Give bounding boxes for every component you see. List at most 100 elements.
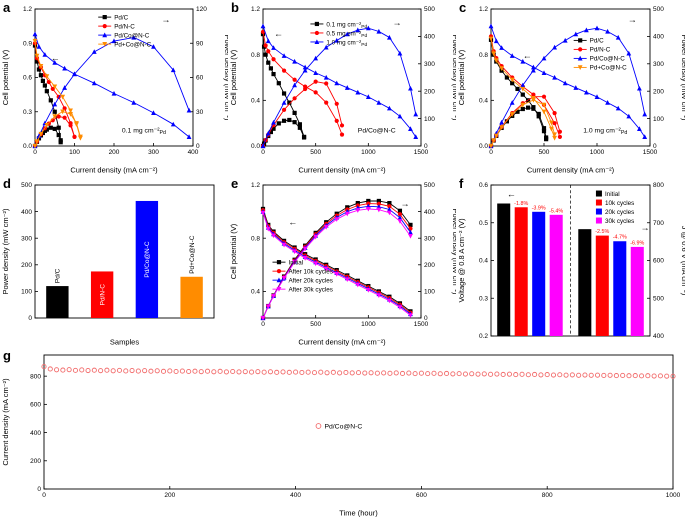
svg-text:200: 200 <box>21 262 32 269</box>
svg-text:0.8: 0.8 <box>251 235 260 242</box>
svg-text:0.0: 0.0 <box>23 143 32 150</box>
svg-text:Time (hour): Time (hour) <box>339 509 378 518</box>
svg-text:400: 400 <box>424 34 435 41</box>
svg-text:Current density (mA cm⁻²): Current density (mA cm⁻²) <box>70 166 158 175</box>
svg-text:Cell potential (V): Cell potential (V) <box>457 49 466 105</box>
svg-text:200: 200 <box>109 149 120 156</box>
svg-text:-5.4%: -5.4% <box>549 208 563 214</box>
svg-text:0.4: 0.4 <box>479 98 488 105</box>
panel-letter-g: g <box>3 348 11 363</box>
svg-text:20k cycles: 20k cycles <box>605 209 634 216</box>
svg-text:60: 60 <box>196 75 204 82</box>
svg-text:Power density (mW cm⁻²): Power density (mW cm⁻²) <box>680 34 685 121</box>
svg-text:500: 500 <box>653 295 664 302</box>
svg-text:-3.9%: -3.9% <box>532 205 546 211</box>
svg-text:0.3: 0.3 <box>479 295 488 302</box>
panel-f: f 0.2 0.3 0.4 0.5 0.6 Voltage @ 0.8 A cm⁻² (V… <box>456 176 685 348</box>
svg-text:400: 400 <box>188 149 199 156</box>
svg-text:600: 600 <box>30 402 41 409</box>
svg-text:1000: 1000 <box>361 321 376 328</box>
svg-text:300: 300 <box>148 149 159 156</box>
svg-text:←: ← <box>274 28 283 38</box>
svg-text:1500: 1500 <box>643 149 658 156</box>
svg-text:→: → <box>628 15 637 25</box>
svg-text:200: 200 <box>164 492 175 499</box>
svg-text:Samples: Samples <box>110 338 139 347</box>
svg-text:Pd/Co@N-C: Pd/Co@N-C <box>324 423 362 430</box>
svg-text:Pd/N-C: Pd/N-C <box>99 284 106 306</box>
svg-text:After 30k cycles: After 30k cycles <box>288 286 332 293</box>
svg-text:←: ← <box>288 217 297 227</box>
svg-text:200: 200 <box>30 458 41 465</box>
svg-text:Pd/C: Pd/C <box>114 14 128 21</box>
svg-text:←: ← <box>51 53 60 63</box>
svg-text:Current density (mA cm⁻²): Current density (mA cm⁻²) <box>298 338 386 347</box>
panel-e: e 0 500 1000 1500 Current density (mA cm⁻²) 0… <box>228 176 460 348</box>
svg-text:←: ← <box>507 189 516 199</box>
chart-b-loading-comparison: 0 500 1000 1500 Current density (mA cm⁻²) 0.0… <box>228 0 460 176</box>
svg-text:0.5: 0.5 <box>479 220 488 227</box>
svg-text:0: 0 <box>28 315 32 322</box>
panel-letter-e: e <box>231 176 239 191</box>
svg-text:1000: 1000 <box>361 149 376 156</box>
svg-text:Cell potential (V): Cell potential (V) <box>229 223 238 279</box>
svg-text:30k cycles: 30k cycles <box>605 218 634 225</box>
svg-text:Voltage @ 0.8 A cm⁻² (V): Voltage @ 0.8 A cm⁻² (V) <box>457 218 466 303</box>
svg-text:Power density (mW cm⁻²): Power density (mW cm⁻²) <box>1 208 10 295</box>
svg-text:0.6: 0.6 <box>23 75 32 82</box>
svg-text:-4.7%: -4.7% <box>613 235 627 241</box>
svg-text:-6.9%: -6.9% <box>630 240 644 246</box>
svg-text:0.0: 0.0 <box>479 143 488 150</box>
svg-text:Current density (mA cm⁻²): Current density (mA cm⁻²) <box>298 166 386 175</box>
svg-text:400: 400 <box>30 430 41 437</box>
svg-text:1000: 1000 <box>590 149 605 156</box>
panel-letter-c: c <box>459 0 467 15</box>
svg-text:100: 100 <box>21 289 32 296</box>
panel-a: a 0 100 200 300 400 Current density (mA cm⁻²)… <box>0 0 232 176</box>
svg-text:Initial: Initial <box>605 191 620 198</box>
svg-text:0.3: 0.3 <box>23 109 32 116</box>
svg-text:1500: 1500 <box>414 321 429 328</box>
svg-text:0.0: 0.0 <box>251 143 260 150</box>
panel-b: b 0 500 1000 1500 Current density (mA cm⁻²) 0… <box>228 0 460 176</box>
svg-text:Pd+Co@N-C: Pd+Co@N-C <box>114 41 151 48</box>
svg-text:After 20k cycles: After 20k cycles <box>288 277 332 284</box>
svg-text:1500: 1500 <box>414 149 429 156</box>
panel-letter-f: f <box>459 176 464 191</box>
svg-text:0.8: 0.8 <box>479 52 488 59</box>
svg-text:1.2: 1.2 <box>251 182 260 189</box>
svg-text:400: 400 <box>653 333 664 340</box>
panel-letter-d: d <box>3 176 11 191</box>
svg-text:500: 500 <box>21 182 32 189</box>
svg-text:0: 0 <box>424 143 428 150</box>
svg-text:120: 120 <box>196 6 207 13</box>
svg-text:300: 300 <box>653 61 664 68</box>
svg-text:0.4: 0.4 <box>479 258 488 265</box>
svg-text:Cell potential (V): Cell potential (V) <box>1 49 10 105</box>
svg-text:0: 0 <box>653 143 657 150</box>
svg-text:Cell potential (V): Cell potential (V) <box>229 49 238 105</box>
svg-text:0: 0 <box>37 486 41 493</box>
svg-text:1.2: 1.2 <box>251 6 260 13</box>
panel-c: c 0 500 1000 1500 Current density (mA cm⁻²) 0… <box>456 0 685 176</box>
svg-text:400: 400 <box>424 209 435 216</box>
svg-text:J @ 0.6 V (mA cm⁻²): J @ 0.6 V (mA cm⁻²) <box>680 226 685 296</box>
svg-text:400: 400 <box>21 209 32 216</box>
svg-text:Pd/N-C: Pd/N-C <box>590 47 611 54</box>
svg-text:1.0 mg cm⁻²Pd: 1.0 mg cm⁻²Pd <box>326 39 367 48</box>
svg-text:100: 100 <box>424 289 435 296</box>
svg-text:300: 300 <box>424 235 435 242</box>
svg-text:30: 30 <box>196 109 204 116</box>
svg-text:0.1 mg cm⁻²Pd: 0.1 mg cm⁻²Pd <box>122 127 166 136</box>
svg-text:700: 700 <box>653 220 664 227</box>
svg-text:0.9: 0.9 <box>23 40 32 47</box>
svg-text:Pd/C: Pd/C <box>55 268 62 283</box>
panel-g: g 0 200 400 600 800 1000 Time (hour) 0 200 400 600… <box>0 348 685 519</box>
chart-d-peak-power-bars: Samples 0 100 200 300 400 500 Power density (mW… <box>0 176 228 348</box>
panel-letter-b: b <box>231 0 239 15</box>
chart-f-durability-metrics-bars: 0.2 0.3 0.4 0.5 0.6 Voltage @ 0.8 A cm⁻² (V) 4… <box>456 176 685 348</box>
svg-text:→: → <box>400 198 409 208</box>
svg-text:Pd/C: Pd/C <box>590 38 604 45</box>
svg-text:Power density (mW cm⁻²): Power density (mW cm⁻²) <box>451 34 456 121</box>
